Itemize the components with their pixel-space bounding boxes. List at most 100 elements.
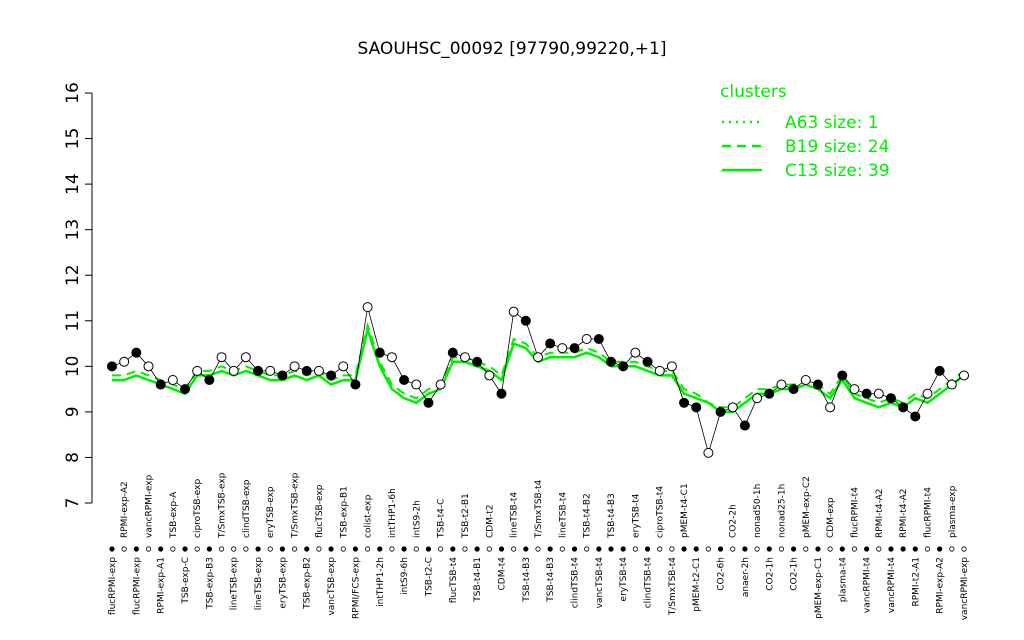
point [825,402,836,413]
rug-dot [133,546,139,552]
rug-dot [693,546,699,552]
rug-dot [754,546,760,552]
rug-dot [145,546,152,552]
x-tick-label: nonad50-1h [753,484,763,538]
rug-dot [438,546,444,552]
x-tick-label: flucRPMI-t4 [923,487,933,538]
x-tick-label: TSB-t4-B3 [522,557,532,603]
rug-dot [231,546,237,552]
x-tick-label: intTHP1-2h [376,557,386,607]
point [606,356,617,367]
rug-dot [109,546,115,552]
point [155,379,166,390]
rug-dot [864,546,870,552]
point [496,388,507,399]
x-tick-label: plasma-t4 [838,557,848,602]
x-tick-label: T/SmxTSB-t4 [534,480,544,539]
x-tick-label: CDM-t2 [485,505,495,538]
rug-dot [949,546,955,552]
x-tick-label: TSB-t4-B1 [473,557,483,603]
x-tick-label: RPMI-exp-A1 [157,557,167,614]
point [459,352,470,363]
rug-dot [547,546,553,552]
point [946,379,957,390]
x-tick-label: TSB-exp-B2 [303,557,313,610]
point [338,361,349,372]
point [898,402,909,413]
x-tick-label: ciproTSB-exp [193,478,203,538]
rug-dot [425,546,432,552]
point [557,343,568,354]
rug-dot [912,546,918,552]
rug-dot [474,546,480,552]
rug-dot [596,546,602,552]
rug-dot [766,546,772,552]
rug-dot [632,546,638,552]
rug-dot [584,546,590,552]
y-tick-label: 15 [63,128,83,150]
point [240,352,251,363]
point [788,384,799,395]
x-tick-label: clindTSB-t4 [571,557,581,609]
point [581,334,592,344]
rug-dot [839,546,845,552]
rug-dot [900,546,906,552]
point [764,388,775,399]
x-tick-label: pMEM-exp-C1 [814,557,824,619]
point [423,397,434,408]
x-tick-label: TSB-t4-C [437,499,447,539]
x-tick-label: pMEM-t2-C1 [692,557,702,612]
rug-dot [158,546,164,552]
x-tick-label: RPMI-t4-A2 [875,488,885,538]
rug-dot [498,546,505,552]
rug-dot [827,546,833,552]
x-tick-label: TSB-exp-B3 [205,557,215,610]
x-tick-label: intS9-2h [412,500,422,538]
x-tick-label: vancRPMI-t4 [887,557,897,613]
point [837,370,848,381]
legend-label: B19 size: 24 [785,137,889,157]
rug-dot [206,546,212,552]
rug-dot [316,546,322,552]
x-tick-label: vancRPMI-exp [960,557,970,621]
point [800,375,811,385]
x-tick-label: CO2-1h [765,557,775,591]
chart-title: SAOUHSC_00092 [97790,99220,+1] [358,39,667,59]
x-tick-label: eryTSB-t4 [631,493,641,538]
legend-title: clusters [720,82,787,102]
point [776,379,787,390]
rug-dot [559,546,565,552]
rug-dot [364,546,371,552]
x-tick-label: intTHP1-6h [388,488,398,538]
point [593,334,604,344]
x-tick-label: flucTSB-t4 [449,557,459,603]
point [289,361,300,372]
rug-dot [194,546,200,552]
point [447,347,458,358]
rug-dot [937,546,943,552]
x-tick-label: TSB-t4-B2 [583,493,593,539]
x-tick-label: TSB-t2-C [424,557,434,597]
x-tick-label: vancTSB-exp [327,557,337,616]
y-tick-label: 12 [63,264,83,286]
rug-dot [340,546,346,552]
x-tick-label: eryTSB-exp [278,557,288,609]
y-tick-label: 14 [63,173,83,195]
point [374,347,385,358]
rug-dot [888,546,894,552]
point [204,375,215,385]
rug-dot [803,546,809,552]
point [703,447,714,458]
y-tick-label: 9 [63,406,83,417]
x-tick-label: CO2-6h [717,557,727,591]
x-tick-label: flucRPMI-exp [108,557,118,615]
x-tick-label: eryTSB-exp [266,486,276,538]
point [812,379,823,390]
x-tick-label: TSB-t2-B1 [461,493,471,539]
rug-dot [377,546,383,552]
x-tick-label: CDM-t4 [497,557,507,591]
x-tick-label: vancRPMI-exp [145,474,155,538]
point [752,393,763,404]
point [934,365,945,376]
point [350,379,361,390]
